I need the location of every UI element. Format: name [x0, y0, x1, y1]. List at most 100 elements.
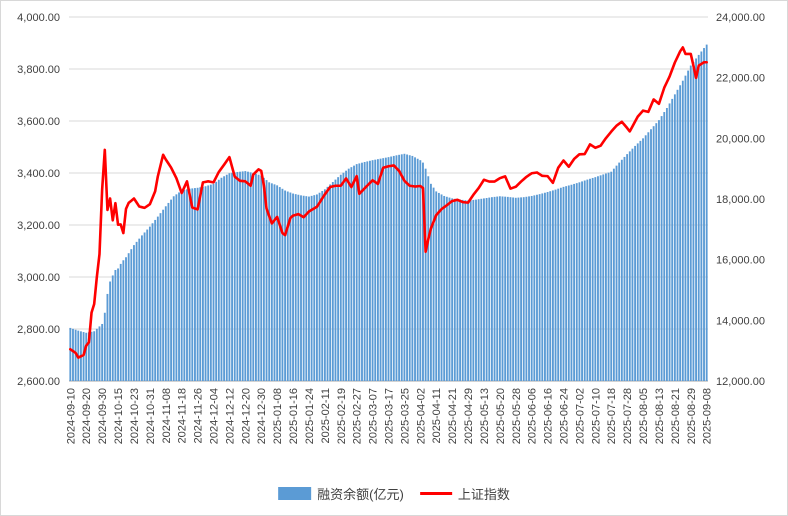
bar	[392, 155, 395, 381]
x-axis-tick-label: 2025-06-06	[527, 388, 539, 444]
bar	[225, 174, 228, 381]
bar	[305, 196, 308, 381]
bar	[194, 188, 196, 381]
bar	[101, 323, 104, 381]
bar	[451, 198, 454, 381]
bar	[315, 194, 318, 381]
x-axis-tick-label: 2025-03-07	[368, 388, 380, 444]
bar	[382, 158, 385, 381]
bar	[697, 54, 700, 382]
bar	[249, 172, 252, 381]
bar	[681, 80, 684, 381]
bar	[252, 172, 255, 381]
bar	[567, 185, 570, 381]
bar	[430, 183, 432, 381]
x-axis-tick-label: 2025-08-21	[670, 388, 682, 444]
bar	[390, 156, 393, 381]
bar	[461, 199, 464, 381]
bar	[146, 229, 149, 381]
bar	[551, 190, 554, 381]
bar	[143, 232, 146, 381]
bar	[639, 140, 642, 381]
bar	[164, 206, 167, 381]
bar	[355, 164, 358, 381]
bar	[175, 194, 178, 381]
bar	[361, 162, 363, 381]
bar	[95, 328, 98, 381]
bar	[623, 156, 626, 381]
bar	[236, 172, 239, 381]
y-axis-right-tick-label: 22,000.00	[716, 73, 765, 85]
bar	[135, 241, 138, 381]
bar	[207, 185, 210, 381]
bar	[262, 177, 265, 381]
bar	[398, 154, 401, 381]
bar	[689, 65, 692, 381]
x-axis-tick-label: 2025-02-19	[336, 388, 348, 444]
legend-item-margin-balance[interactable]: 融资余额(亿元)	[278, 484, 404, 503]
y-axis-left-tick-label: 3,000.00	[17, 272, 60, 284]
bar	[589, 178, 591, 381]
bar	[445, 196, 448, 381]
bar	[477, 199, 480, 381]
bar	[180, 190, 183, 381]
bar	[260, 175, 263, 381]
x-axis-tick-label: 2025-04-02	[415, 388, 427, 444]
bar	[395, 155, 398, 381]
bar	[427, 176, 430, 381]
bar	[408, 155, 411, 381]
x-axis-tick-label: 2025-07-28	[622, 388, 634, 444]
bar	[215, 181, 218, 381]
bar	[366, 161, 369, 381]
y-axis-left-tick-label: 2,800.00	[17, 324, 60, 336]
x-axis-tick-label: 2025-07-18	[606, 388, 618, 444]
chart-legend: 融资余额(亿元) 上证指数	[278, 484, 510, 503]
bar	[384, 157, 387, 381]
bar	[634, 145, 637, 381]
bar	[138, 238, 141, 381]
bar	[705, 44, 708, 381]
bar	[371, 160, 374, 381]
bar	[244, 171, 247, 381]
y-axis-right-tick-label: 18,000.00	[716, 194, 765, 206]
bar	[703, 48, 705, 381]
y-axis-left-tick-label: 3,600.00	[17, 116, 60, 128]
bar	[528, 196, 530, 381]
bar	[652, 126, 655, 381]
y-axis-right-tick-label: 16,000.00	[716, 255, 765, 267]
bar	[533, 195, 536, 381]
y-axis-right-tick-label: 24,000.00	[716, 12, 765, 24]
bar	[506, 196, 509, 381]
bar	[345, 170, 348, 381]
y-axis-right-tick-label: 14,000.00	[716, 315, 765, 327]
bar	[610, 171, 613, 381]
legend-item-sse-index[interactable]: 上证指数	[419, 484, 510, 503]
bar	[663, 112, 666, 381]
bar	[668, 103, 671, 381]
bar	[379, 158, 382, 381]
bar	[541, 193, 544, 381]
bar	[292, 193, 294, 381]
bar	[347, 168, 350, 381]
bar	[87, 332, 90, 381]
x-axis-tick-label: 2024-11-26	[193, 388, 205, 443]
bar	[435, 191, 438, 381]
bar	[265, 180, 268, 381]
y-axis-left-tick-label: 3,800.00	[17, 64, 60, 76]
bar	[544, 192, 546, 381]
bar	[594, 177, 597, 381]
bar	[583, 180, 586, 381]
y-axis-right-tick-label: 12,000.00	[716, 376, 765, 388]
bar	[403, 153, 406, 381]
bar	[286, 191, 289, 381]
bar	[106, 293, 109, 381]
x-axis-tick-label: 2025-01-16	[288, 388, 300, 444]
x-axis-tick-label: 2024-12-30	[256, 388, 268, 444]
bar	[501, 196, 504, 381]
legend-label-margin-balance: 融资余额(亿元)	[317, 487, 404, 502]
bar	[93, 331, 96, 381]
bar	[199, 187, 202, 381]
y-axis-left-tick-label: 3,200.00	[17, 220, 60, 232]
x-axis-tick-label: 2025-09-08	[702, 388, 714, 444]
